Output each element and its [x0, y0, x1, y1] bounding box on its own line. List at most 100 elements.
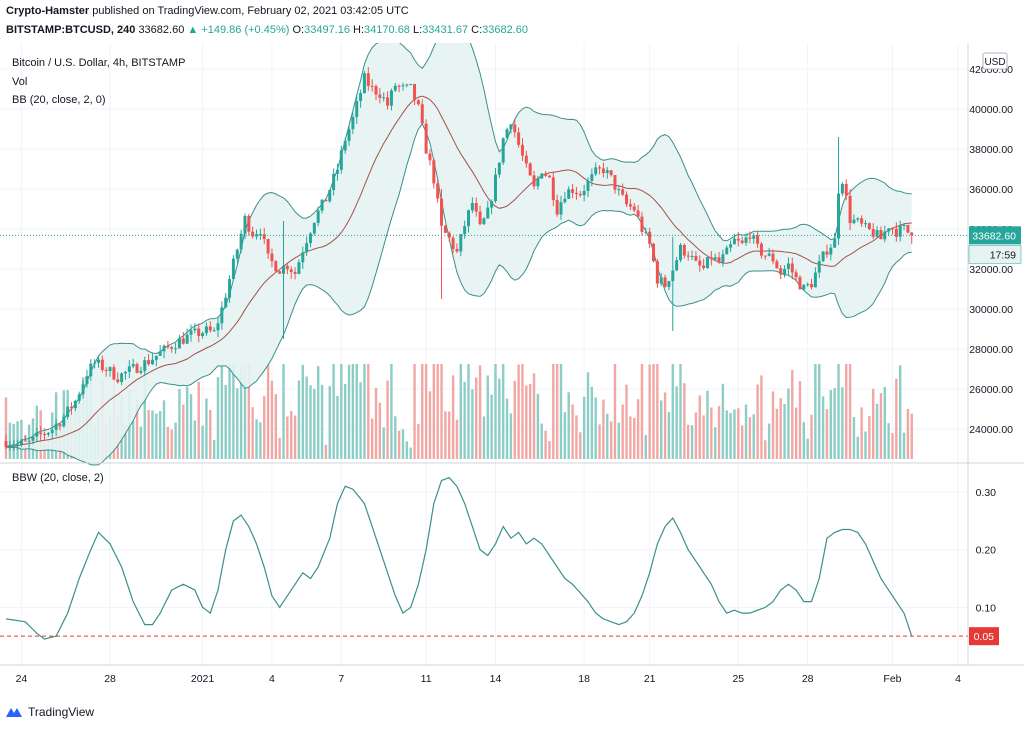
volume-bar [205, 398, 208, 459]
volume-bar [617, 422, 621, 459]
volume-bar [363, 364, 366, 459]
bbw-value-tag-box [969, 627, 999, 646]
candle-body [702, 265, 706, 269]
volume-bar [864, 431, 867, 459]
candle-body [27, 440, 31, 442]
volume-bar [594, 397, 597, 459]
candle-body [162, 345, 166, 352]
candle-body [467, 210, 471, 227]
volume-bar [825, 409, 829, 459]
candle-body [351, 117, 355, 130]
candle-body [544, 173, 548, 176]
time-tick-label: 18 [578, 673, 590, 685]
volume-bar [582, 396, 586, 459]
candle-body [632, 206, 636, 211]
candle-body [374, 86, 378, 95]
candle-body [135, 364, 139, 373]
volume-bar [274, 394, 277, 459]
candle-body [386, 97, 390, 106]
volume-bar [733, 409, 736, 459]
volume-bar [440, 364, 443, 459]
bbw-legend[interactable]: BBW (20, close, 2) [12, 472, 104, 484]
volume-bar [374, 387, 378, 459]
candle-body [806, 284, 810, 286]
candle-body [451, 237, 455, 249]
volume-bar [814, 364, 817, 459]
time-tick-label: 21 [644, 673, 656, 685]
candle-body [170, 347, 174, 349]
volume-bar [139, 426, 143, 459]
candle-body [601, 168, 605, 174]
candle-body [443, 225, 447, 233]
candle-body [77, 394, 81, 401]
volume-bar [833, 387, 836, 459]
time-tick-label: 24 [16, 673, 28, 685]
candle-body [332, 173, 336, 191]
candle-body [829, 247, 833, 255]
candle-body [509, 124, 513, 130]
last-price-tag: 33682.60 [969, 226, 1021, 245]
volume-bar [448, 411, 451, 459]
candle-body [127, 366, 131, 372]
candle-body [709, 257, 713, 260]
author-name[interactable]: Crypto-Hamster [6, 5, 90, 17]
candle-body [848, 195, 852, 224]
volume-bar [162, 400, 166, 459]
candle-body [54, 424, 58, 430]
candle-body [871, 229, 875, 237]
candle-body [652, 243, 656, 262]
volume-bar [625, 384, 628, 459]
candle-body [389, 90, 393, 106]
volume-bar [656, 364, 659, 459]
countdown-tag-label: 17:59 [990, 249, 1016, 261]
candle-body [713, 257, 717, 260]
candle-body [717, 257, 721, 263]
vol-legend[interactable]: Vol [12, 76, 28, 88]
candle-body [343, 140, 347, 151]
volume-bar [783, 403, 786, 459]
candle-body [609, 170, 613, 176]
volume-bar [347, 364, 351, 459]
bb-legend[interactable]: BB (20, close, 2, 0) [12, 94, 106, 106]
volume-bar [848, 364, 852, 459]
volume-bar [428, 391, 432, 459]
volume-bar [316, 366, 320, 459]
candle-body [320, 199, 324, 211]
candle-body [397, 85, 401, 87]
candle-body [748, 237, 752, 239]
candle-body [686, 255, 690, 257]
candle-body [655, 261, 659, 284]
volume-bar [883, 387, 886, 459]
volume-bar [382, 427, 385, 459]
volume-bar [471, 389, 474, 459]
candle-body [305, 243, 309, 253]
volume-bar [490, 394, 493, 459]
candle-body [459, 234, 463, 252]
candle-body [239, 233, 243, 250]
chart-canvas[interactable]: 24000.00 26000.00 28000.00 30000.00 32000.00… [0, 21, 1024, 693]
price-tick-label: 32000.00 [969, 264, 1013, 276]
last-price-tag-label: 33682.60 [972, 230, 1016, 242]
candle-body [640, 216, 644, 232]
volume-bar [829, 389, 833, 459]
volume-bar [313, 388, 316, 459]
footer-brand[interactable]: TradingView [5, 705, 94, 719]
main-legend-title[interactable]: Bitcoin / U.S. Dollar, 4h, BITSTAMP [12, 57, 186, 69]
candle-body [328, 190, 332, 202]
volume-bar [532, 373, 536, 459]
candle-body [894, 228, 898, 237]
chart-frame[interactable]: 24000.00 26000.00 28000.00 30000.00 32000.00… [0, 21, 1024, 693]
candle-body [432, 160, 436, 184]
volume-bar [663, 392, 667, 459]
volume-bar [158, 410, 162, 459]
candle-body [16, 444, 20, 446]
volume-bar [671, 364, 674, 459]
volume-bar [486, 375, 489, 459]
candle-body [783, 268, 787, 275]
low-label: L: [413, 24, 423, 36]
publish-text: published on TradingView.com, February 0… [92, 5, 409, 17]
candle-body [659, 277, 663, 284]
candle-body [756, 235, 760, 244]
candle-body [393, 85, 397, 91]
candle-body [767, 253, 771, 256]
